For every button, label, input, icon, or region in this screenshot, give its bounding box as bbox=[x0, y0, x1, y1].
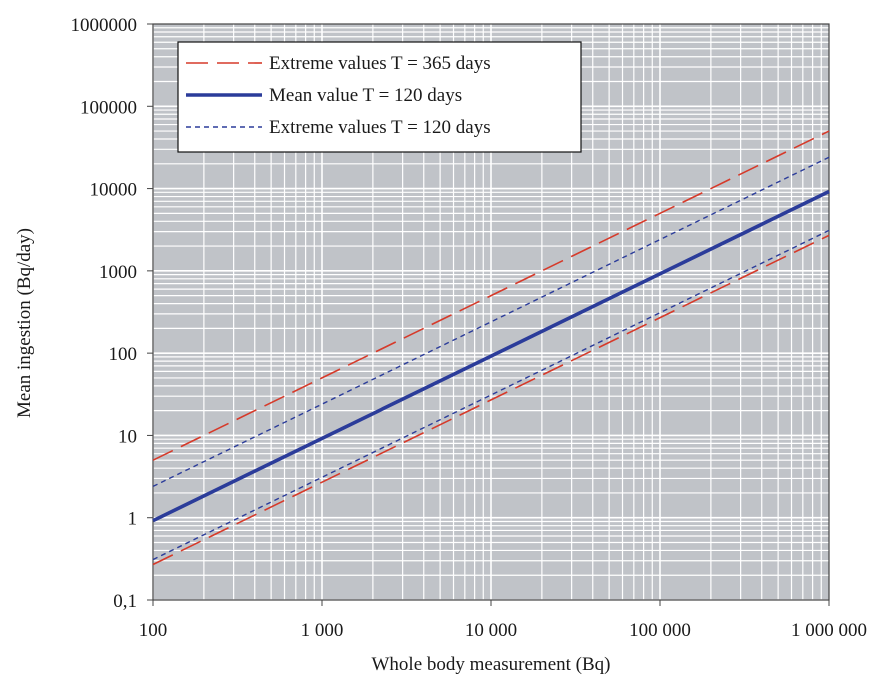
y-tick-label: 10000 bbox=[90, 180, 138, 201]
x-tick-label: 1 000 000 bbox=[791, 620, 867, 641]
legend-label: Extreme values T = 365 days bbox=[269, 53, 491, 74]
y-tick-label: 1000000 bbox=[71, 15, 138, 36]
x-tick-label: 100 000 bbox=[629, 620, 691, 641]
y-tick-label: 10 bbox=[118, 426, 137, 447]
y-tick-label: 100 bbox=[109, 344, 138, 365]
series-line-5 bbox=[152, 234, 830, 566]
legend: Extreme values T = 365 days Mean value T … bbox=[177, 41, 582, 153]
legend-label: Extreme values T = 120 days bbox=[269, 117, 491, 138]
series-line-1 bbox=[152, 130, 830, 461]
x-axis-title: Whole body measurement (Bq) bbox=[371, 654, 610, 675]
y-tick-label: 1 bbox=[128, 509, 138, 530]
y-tick-label: 0,1 bbox=[113, 591, 137, 612]
series-line-2 bbox=[152, 189, 830, 523]
y-axis-title: Mean ingestion (Bq/day) bbox=[14, 228, 35, 418]
y-tick-label: 100000 bbox=[80, 97, 137, 118]
y-axis-ticks: 0,1 1 10 100 1000 10000 100000 1000000 bbox=[71, 15, 153, 612]
x-tick-label: 10 000 bbox=[465, 620, 517, 641]
x-tick-label: 1 000 bbox=[301, 620, 344, 641]
legend-label: Mean value T = 120 days bbox=[269, 85, 462, 106]
legend-box bbox=[177, 41, 582, 153]
y-tick-label: 1000 bbox=[99, 262, 137, 283]
x-tick-label: 100 bbox=[139, 620, 168, 641]
x-axis-ticks: 100 1 000 10 000 100 000 1 000 000 bbox=[139, 600, 867, 641]
series bbox=[152, 130, 830, 566]
